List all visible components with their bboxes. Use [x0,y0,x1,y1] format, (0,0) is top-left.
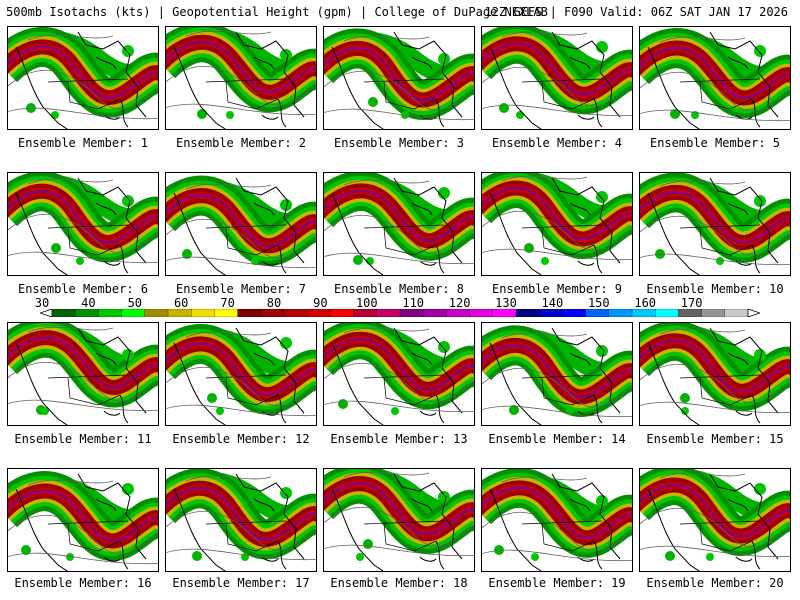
colorbar-segment [121,309,146,317]
ensemble-member-map [165,26,317,130]
ensemble-member-map [639,26,791,130]
colorbar-tick-label: 30 [34,296,50,310]
colorbar-segment [98,309,123,317]
colorbar-segment [376,309,401,317]
ensemble-member-label: Ensemble Member: 15 [646,432,784,446]
colorbar-tick-label: 40 [81,296,96,310]
ensemble-member-label: Ensemble Member: 12 [172,432,310,446]
ensemble-member-map [323,322,475,426]
colorbar-segment [260,309,285,317]
colorbar-segment [51,309,76,317]
colorbar-segment [283,309,308,317]
ensemble-member-map [481,26,633,130]
colorbar-tick-label: 70 [220,296,235,310]
colorbar-segment [214,309,239,317]
ensemble-member-label: Ensemble Member: 8 [333,282,465,296]
colorbar-segment [539,309,564,317]
colorbar-left-arrow [40,309,53,317]
colorbar-segment [608,309,633,317]
colorbar-segment [724,309,749,317]
ensemble-member-map [165,172,317,276]
ensemble-member-label: Ensemble Member: 2 [175,136,307,150]
ensemble-member-map [165,322,317,426]
ensemble-member-label: Ensemble Member: 6 [17,282,149,296]
ensemble-member-map [639,172,791,276]
colorbar-right-arrow [747,309,760,317]
colorbar-tick-label: 110 [402,296,425,310]
colorbar-segment [307,309,332,317]
colorbar-tick-label: 140 [541,296,564,310]
ensemble-member-label: Ensemble Member: 3 [333,136,465,150]
ensemble-member-label: Ensemble Member: 20 [646,576,784,590]
ensemble-member-label: Ensemble Member: 10 [646,282,784,296]
colorbar-tick-label: 60 [173,296,189,310]
colorbar-segment [585,309,610,317]
ensemble-member-map [323,172,475,276]
header-title-left: 500mb Isotachs (kts) | Geopotential Heig… [6,5,548,19]
ensemble-member-label: Ensemble Member: 9 [491,282,623,296]
header-title-right: 12Z GEFS | F090 Valid: 06Z SAT JAN 17 20… [484,5,788,19]
colorbar-tick-label: 50 [127,296,143,310]
colorbar-segment [562,309,587,317]
colorbar-tick-label: 170 [680,296,703,310]
colorbar-segment [678,309,703,317]
colorbar-segment [492,309,517,317]
colorbar-segment [446,309,471,317]
colorbar-tick-label: 80 [266,296,282,310]
colorbar-tick-label: 100 [355,296,378,310]
colorbar-tick-label: 120 [448,296,471,310]
colorbar-segment [144,309,169,317]
colorbar-segment [515,309,540,317]
ensemble-member-label: Ensemble Member: 11 [14,432,152,446]
ensemble-member-map [165,468,317,572]
colorbar-tick-label: 90 [313,296,328,310]
colorbar-tick-label: 130 [495,296,517,310]
ensemble-member-label: Ensemble Member: 17 [172,576,310,590]
colorbar-segment [469,309,494,317]
ensemble-member-label: Ensemble Member: 14 [488,432,626,446]
ensemble-member-map [481,322,633,426]
ensemble-member-map [323,26,475,130]
ensemble-member-map [7,322,159,426]
ensemble-member-label: Ensemble Member: 13 [330,432,468,446]
colorbar-segment [353,309,378,317]
ensemble-member-map [639,322,791,426]
colorbar-scale [40,309,760,317]
colorbar-segment [701,309,726,317]
colorbar-segment [167,309,192,317]
ensemble-member-label: Ensemble Member: 18 [330,576,468,590]
isotach-colorbar: 30 40 50 60 70 80 90 100 110 120 130 140 150 160 170 [35,296,760,326]
ensemble-member-map [7,172,159,276]
ensemble-member-map [323,468,475,572]
ensemble-member-map [639,468,791,572]
colorbar-segment [399,309,424,317]
colorbar-segment [655,309,680,317]
ensemble-member-map [481,468,633,572]
ensemble-member-label: Ensemble Member: 7 [175,282,307,296]
colorbar-segment [75,309,100,317]
ensemble-member-map [7,468,159,572]
colorbar-segment [631,309,656,317]
ensemble-member-label: Ensemble Member: 5 [649,136,781,150]
map-header: 500mb Isotachs (kts) | Geopotential Heig… [0,5,800,21]
ensemble-member-map [7,26,159,130]
colorbar-segment [237,309,262,317]
colorbar-tick-label: 150 [587,296,610,310]
colorbar-segment [330,309,355,317]
ensemble-member-label: Ensemble Member: 4 [491,136,623,150]
colorbar-segment [191,309,216,317]
ensemble-member-label: Ensemble Member: 19 [488,576,626,590]
colorbar-tick-label: 160 [634,296,657,310]
ensemble-member-label: Ensemble Member: 1 [17,136,149,150]
ensemble-member-map [481,172,633,276]
colorbar-segment [423,309,448,317]
ensemble-member-label: Ensemble Member: 16 [14,576,152,590]
